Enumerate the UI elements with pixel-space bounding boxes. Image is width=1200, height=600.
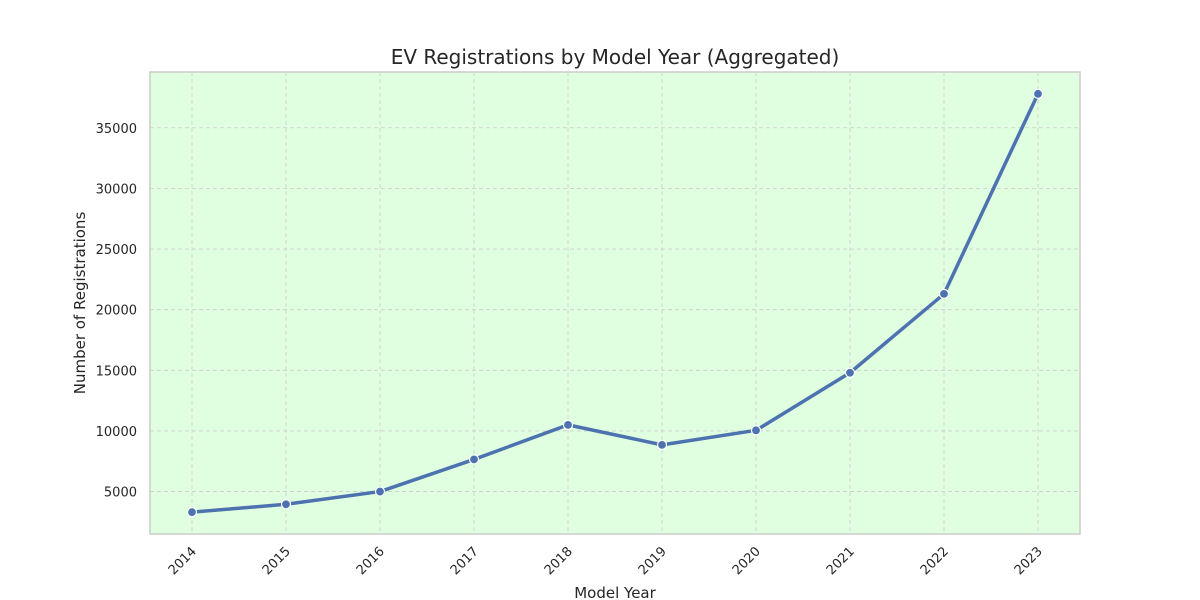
data-point bbox=[844, 367, 856, 378]
y-tick-label: 5000 bbox=[104, 486, 137, 501]
chart-title: EV Registrations by Model Year (Aggregat… bbox=[391, 45, 840, 69]
y-tick-label: 30000 bbox=[96, 182, 137, 197]
x-axis-label: Model Year bbox=[574, 584, 656, 600]
data-point bbox=[468, 454, 480, 465]
y-tick-label: 35000 bbox=[96, 122, 137, 137]
data-point bbox=[280, 499, 292, 510]
series-layer bbox=[186, 88, 1044, 518]
x-tick-label: 2014 bbox=[166, 544, 200, 578]
y-axis-label: Number of Registrations bbox=[71, 212, 89, 395]
plot-background bbox=[150, 72, 1080, 534]
data-point bbox=[938, 288, 950, 300]
grid-lines bbox=[150, 72, 1080, 534]
y-tick-label: 10000 bbox=[96, 425, 137, 440]
data-point bbox=[186, 507, 198, 518]
y-tick-label: 15000 bbox=[96, 364, 137, 379]
series-line bbox=[190, 92, 1040, 514]
y-tick-label: 25000 bbox=[96, 243, 137, 258]
plot-frame bbox=[149, 71, 1081, 535]
x-tick-label: 2020 bbox=[730, 544, 764, 578]
y-tick-label: 20000 bbox=[96, 304, 137, 319]
x-tick-label: 2016 bbox=[354, 544, 388, 578]
x-tick-label: 2015 bbox=[260, 544, 294, 578]
x-axis-ticks: 2014 2015 2016 2017 2018 2019 2020 2021 2022 2023 bbox=[166, 544, 1046, 578]
x-tick-label: 2017 bbox=[448, 544, 482, 578]
data-point bbox=[374, 486, 386, 497]
data-point bbox=[656, 439, 668, 450]
x-tick-label: 2022 bbox=[918, 544, 952, 578]
x-tick-label: 2019 bbox=[636, 544, 670, 578]
data-point bbox=[750, 425, 762, 436]
x-tick-label: 2023 bbox=[1012, 544, 1046, 578]
x-tick-label: 2021 bbox=[824, 544, 858, 578]
data-point bbox=[562, 419, 574, 430]
y-axis-ticks: 5000 10000 15000 20000 25000 30000 35000 bbox=[96, 122, 137, 501]
x-tick-label: 2018 bbox=[542, 544, 576, 578]
data-point bbox=[1032, 88, 1044, 99]
